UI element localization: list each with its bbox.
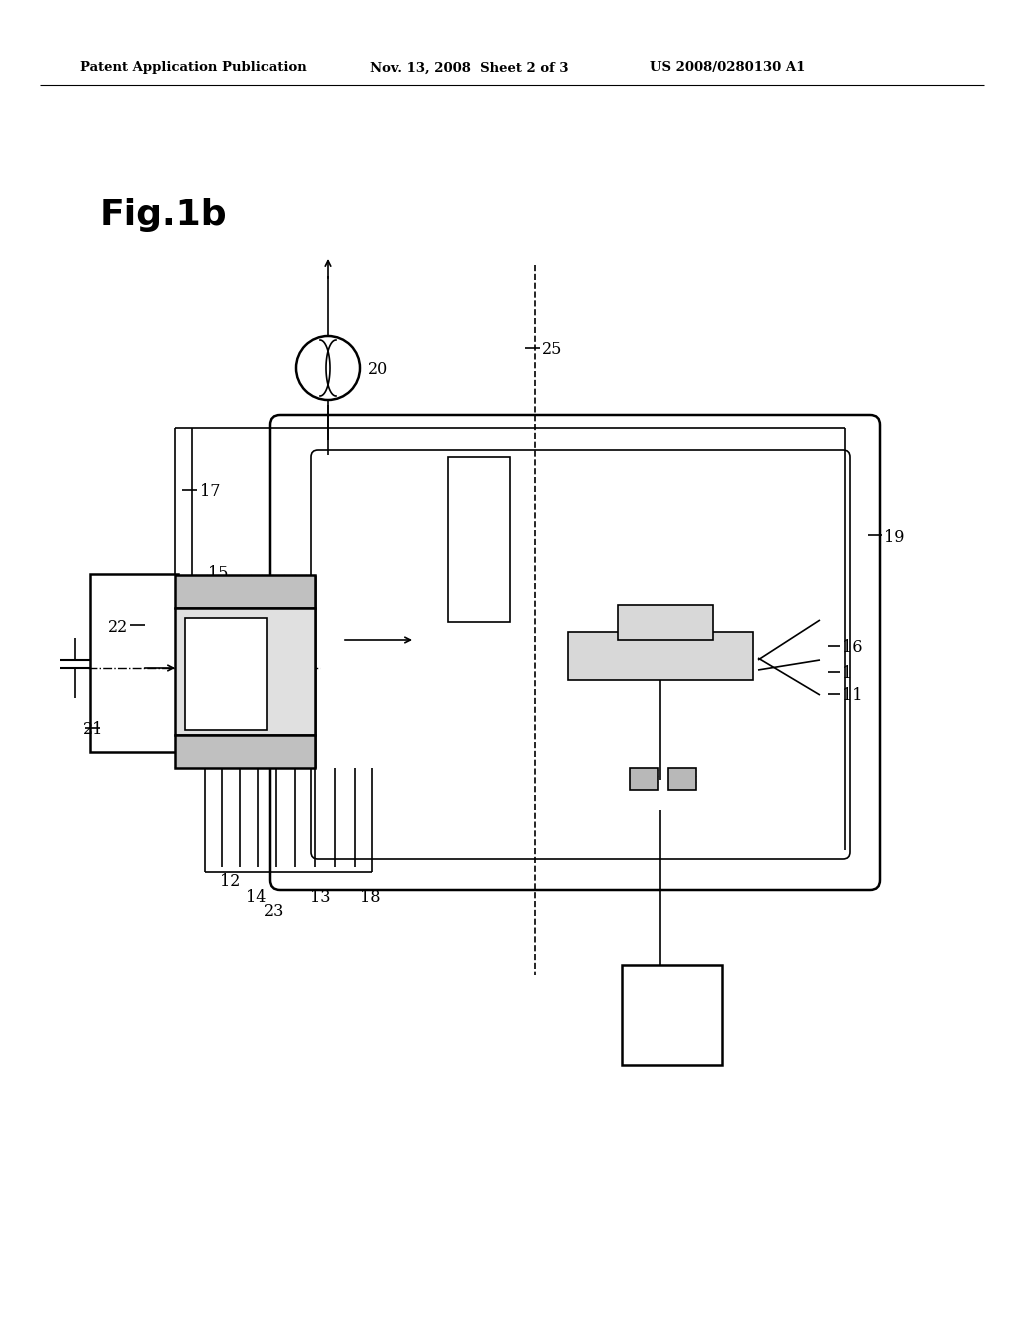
- Text: 21: 21: [83, 722, 103, 738]
- Text: 16: 16: [842, 639, 862, 656]
- Text: 11: 11: [842, 688, 862, 705]
- Text: 12: 12: [220, 874, 241, 891]
- Bar: [618, 605, 713, 640]
- Text: 13: 13: [310, 890, 331, 907]
- Circle shape: [296, 337, 360, 400]
- Text: 15: 15: [208, 565, 228, 582]
- Bar: [630, 768, 658, 789]
- Text: 22: 22: [108, 619, 128, 635]
- Text: Nov. 13, 2008  Sheet 2 of 3: Nov. 13, 2008 Sheet 2 of 3: [370, 62, 568, 74]
- Bar: [568, 632, 753, 680]
- Bar: [90, 574, 178, 752]
- Text: 14: 14: [246, 890, 266, 907]
- Text: US 2008/0280130 A1: US 2008/0280130 A1: [650, 62, 805, 74]
- Text: 18: 18: [360, 890, 381, 907]
- Text: 17: 17: [200, 483, 220, 500]
- Bar: [175, 735, 315, 768]
- Bar: [668, 768, 696, 789]
- Bar: [185, 618, 267, 730]
- Bar: [175, 576, 315, 609]
- Bar: [622, 965, 722, 1065]
- Bar: [175, 609, 315, 735]
- Text: 25: 25: [542, 342, 562, 359]
- Text: 19: 19: [884, 528, 904, 545]
- Text: Patent Application Publication: Patent Application Publication: [80, 62, 307, 74]
- Bar: [449, 457, 510, 622]
- Text: 20: 20: [368, 362, 388, 379]
- Text: 23: 23: [264, 903, 285, 920]
- Text: Fig.1b: Fig.1b: [100, 198, 227, 232]
- Text: 1: 1: [842, 665, 852, 682]
- FancyBboxPatch shape: [270, 414, 880, 890]
